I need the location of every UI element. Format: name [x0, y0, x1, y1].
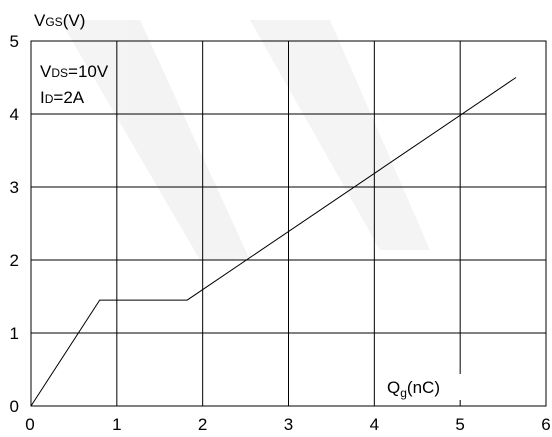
y-tick-label: 4: [10, 105, 19, 124]
series-line: [30, 77, 517, 407]
y-tick-label: 0: [10, 397, 19, 416]
x-axis-label: Qg(nC): [387, 378, 440, 400]
x-tick-label: 0: [25, 415, 34, 434]
plot-frame: [30, 40, 547, 407]
y-tick-label: 3: [10, 178, 19, 197]
x-tick-label: 1: [112, 415, 121, 434]
x-tick-label: 4: [370, 415, 379, 434]
x-axis-label-bg: [384, 374, 462, 400]
x-tick-label: 6: [541, 415, 550, 434]
grid: [31, 41, 546, 406]
x-tick-label: 5: [455, 415, 464, 434]
tick-labels: 0 1 2 3 4 5 6 0 1 2 3 4 5: [10, 32, 551, 434]
annotation-id: ID=2A: [40, 88, 85, 107]
y-tick-label: 2: [10, 251, 19, 270]
y-axis-label: VGS(V): [34, 11, 85, 30]
annotation-vds: VDS=10V: [40, 62, 109, 81]
y-tick-label: 1: [10, 324, 19, 343]
y-tick-label: 5: [10, 32, 19, 51]
x-tick-label: 2: [198, 415, 207, 434]
x-tick-label: 3: [284, 415, 293, 434]
